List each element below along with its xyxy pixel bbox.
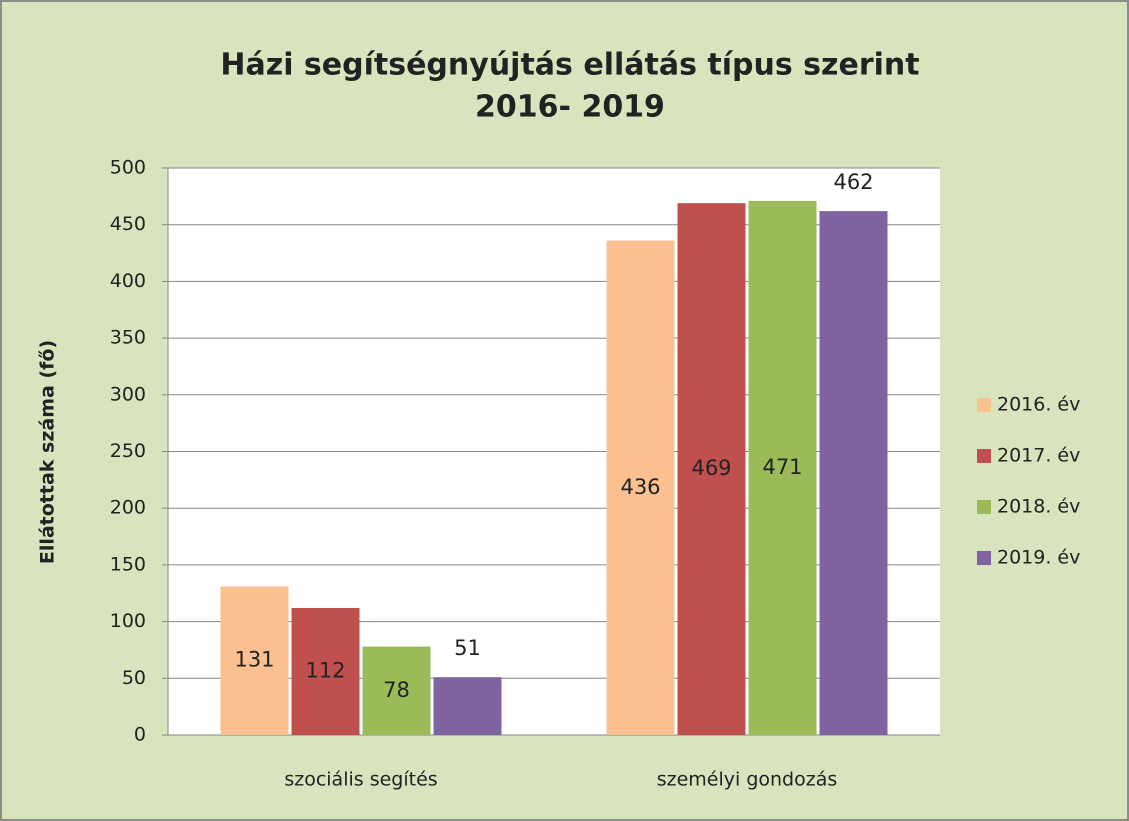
y-tick-label: 50	[122, 667, 146, 689]
y-tick-label: 200	[110, 497, 146, 519]
y-tick-label: 250	[110, 440, 146, 462]
bar	[291, 607, 360, 735]
legend-label: 2018. év	[997, 496, 1080, 518]
data-label: 462	[833, 170, 873, 194]
chart-title: 2016- 2019	[475, 90, 665, 125]
y-tick-label: 400	[110, 270, 146, 292]
y-tick-label: 150	[110, 553, 146, 575]
data-label: 112	[305, 658, 345, 682]
data-label: 469	[691, 456, 731, 480]
y-tick-label: 500	[110, 157, 146, 179]
legend-swatch	[977, 398, 991, 412]
bar	[819, 211, 888, 736]
legend-swatch	[977, 551, 991, 565]
bar	[220, 586, 289, 735]
x-tick-label: személyi gondozás	[657, 769, 838, 791]
legend-label: 2019. év	[997, 547, 1080, 569]
legend-swatch	[977, 500, 991, 514]
y-tick-label: 350	[110, 327, 146, 349]
y-tick-label: 100	[110, 610, 146, 632]
y-tick-label: 300	[110, 383, 146, 405]
data-label: 131	[234, 648, 274, 672]
bar	[433, 677, 502, 735]
y-tick-label: 450	[110, 213, 146, 235]
legend-swatch	[977, 449, 991, 463]
data-label: 436	[620, 475, 660, 499]
data-label: 471	[762, 455, 802, 479]
x-tick-label: szociális segítés	[284, 769, 437, 791]
bar	[677, 203, 746, 736]
data-label: 51	[454, 636, 481, 660]
legend-label: 2016. év	[997, 394, 1080, 416]
chart-title: Házi segítségnyújtás ellátás típus szeri…	[220, 48, 919, 83]
legend-label: 2017. év	[997, 445, 1080, 467]
y-axis-label: Ellátottak száma (fő)	[37, 340, 59, 564]
bar	[606, 240, 675, 736]
y-tick-label: 0	[134, 724, 146, 746]
data-label: 78	[383, 678, 410, 702]
bar	[748, 200, 817, 736]
bar	[362, 646, 431, 735]
